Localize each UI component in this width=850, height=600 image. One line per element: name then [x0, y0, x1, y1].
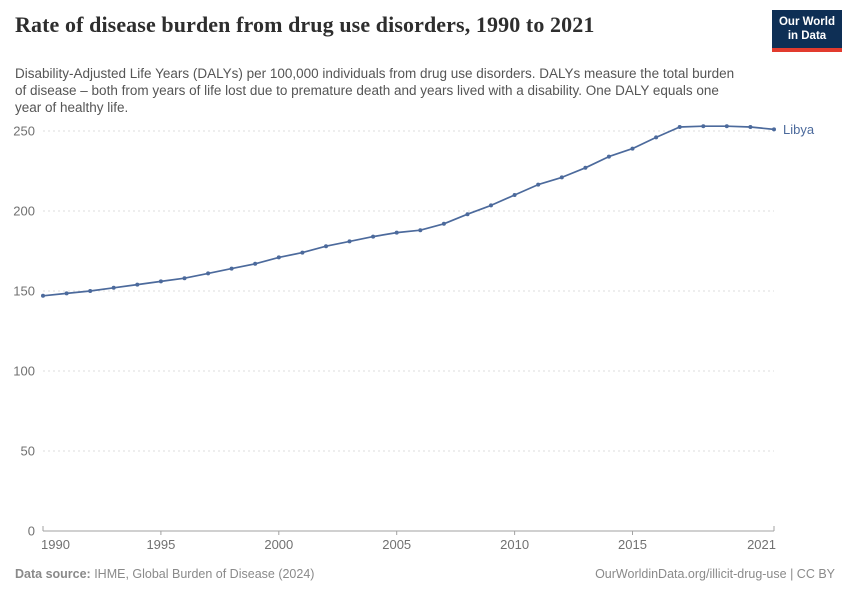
data-point [677, 125, 682, 129]
chart-subtitle: Disability-Adjusted Life Years (DALYs) p… [15, 65, 735, 116]
data-point [88, 289, 93, 293]
x-axis-tick-label: 2000 [264, 537, 293, 552]
data-source-text: IHME, Global Burden of Disease (2024) [90, 567, 315, 581]
data-point [630, 146, 635, 151]
data-point [41, 293, 45, 298]
data-point [253, 261, 258, 266]
data-point [64, 291, 69, 296]
data-point [158, 279, 163, 284]
owid-logo: Our World in Data [772, 10, 842, 52]
x-axis-tick-label: 2005 [382, 537, 411, 552]
data-point [418, 228, 423, 233]
chart-title: Rate of disease burden from drug use dis… [15, 12, 595, 37]
data-point [206, 271, 211, 276]
data-point [276, 255, 281, 260]
y-axis-tick-label: 100 [13, 364, 35, 379]
x-axis-tick-label: 1995 [146, 537, 175, 552]
data-point [371, 234, 376, 239]
x-axis-tick-label: 1990 [41, 537, 70, 552]
data-point [748, 125, 753, 129]
x-axis-tick-label: 2010 [500, 537, 529, 552]
owid-logo-line1: Our World [778, 16, 835, 28]
owid-logo-line2: in Data [787, 29, 827, 42]
data-source-note: Data source: IHME, Global Burden of Dise… [15, 567, 314, 581]
x-axis-tick-label: 2015 [618, 537, 647, 552]
data-point [347, 239, 352, 244]
y-axis-tick-label: 200 [13, 204, 35, 219]
data-point [701, 124, 706, 129]
data-point [772, 127, 776, 132]
data-point [300, 250, 305, 255]
y-axis-tick-label: 0 [28, 524, 35, 539]
data-point [394, 230, 399, 235]
x-axis-tick-label: 2021 [747, 537, 776, 552]
y-axis-tick-label: 150 [13, 284, 35, 299]
data-point [724, 124, 729, 129]
data-point [441, 221, 446, 226]
data-point [559, 175, 564, 180]
data-point [135, 282, 140, 287]
footer-link[interactable]: OurWorldinData.org/illicit-drug-use | CC… [595, 567, 835, 581]
data-point [229, 266, 234, 271]
entity-label[interactable]: Libya [783, 122, 815, 137]
y-axis-tick-label: 250 [13, 124, 35, 139]
data-point [606, 154, 611, 159]
data-source-label: Data source: [15, 567, 91, 581]
footer-url[interactable]: OurWorldinData.org/illicit-drug-use [595, 567, 787, 581]
data-point [583, 165, 588, 170]
data-point [512, 193, 517, 197]
data-point [489, 203, 493, 208]
data-point [654, 135, 659, 140]
data-point [111, 285, 116, 290]
data-point [465, 212, 470, 217]
data-point [324, 244, 328, 249]
y-axis-tick-label: 50 [21, 444, 35, 459]
trend-line [42, 125, 775, 297]
footer-license: | CC BY [786, 567, 835, 581]
data-point [182, 276, 187, 281]
data-point [536, 182, 541, 187]
